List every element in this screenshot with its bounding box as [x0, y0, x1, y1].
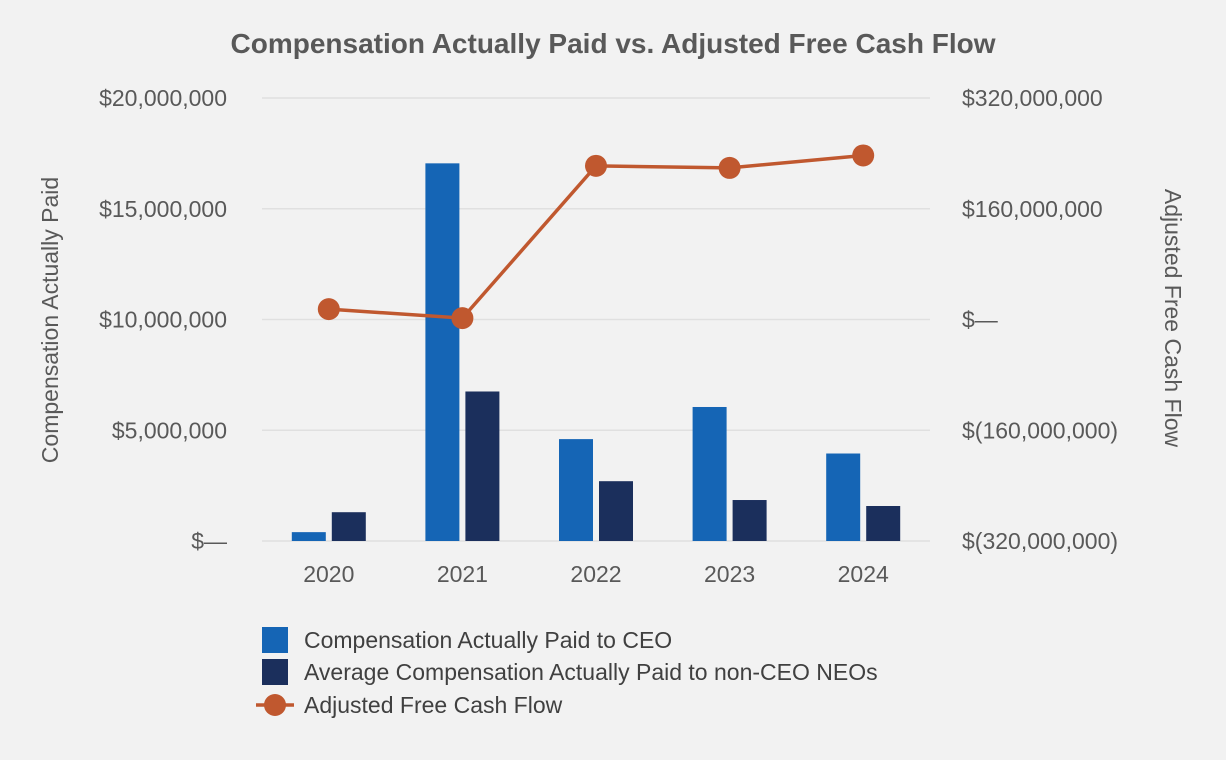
left-tick-label: $— — [191, 528, 227, 554]
line-point — [718, 156, 741, 179]
left-tick-label: $20,000,000 — [99, 85, 227, 111]
line-point — [317, 298, 340, 321]
right-tick-label: $— — [962, 307, 998, 333]
bar-neo-average — [732, 500, 767, 541]
left-tick-label: $10,000,000 — [99, 307, 227, 333]
x-tick-label: 2021 — [437, 561, 488, 587]
x-tick-label: 2020 — [303, 561, 354, 587]
legend-label: Compensation Actually Paid to CEO — [304, 627, 672, 653]
right-tick-label: $160,000,000 — [962, 196, 1103, 222]
line-path — [328, 153, 864, 320]
chart-title: Compensation Actually Paid vs. Adjusted … — [231, 28, 996, 59]
bar-neo-average — [866, 506, 901, 541]
bar-ceo — [291, 532, 326, 541]
right-tick-label: $320,000,000 — [962, 85, 1103, 111]
legend-marker — [264, 694, 286, 716]
bar-ceo — [826, 453, 861, 541]
left-tick-label: $15,000,000 — [99, 196, 227, 222]
left-axis: $— $5,000,000 $10,000,000 $15,000,000 $20,00… — [99, 85, 227, 554]
gridlines — [262, 97, 930, 542]
bar-ceo — [559, 439, 593, 541]
bar-neo-average — [465, 391, 500, 541]
right-axis-title: Adjusted Free Cash Flow — [1160, 189, 1186, 448]
left-tick-label: $5,000,000 — [112, 417, 227, 443]
legend-swatch — [262, 659, 288, 685]
bar-neo-average — [599, 481, 633, 541]
x-tick-label: 2024 — [838, 561, 889, 587]
legend-label: Average Compensation Actually Paid to no… — [304, 659, 878, 685]
x-tick-label: 2022 — [570, 561, 621, 587]
right-tick-label: $(160,000,000) — [962, 417, 1118, 443]
legend-swatch — [262, 627, 288, 653]
legend: Compensation Actually Paid to CEO Average… — [256, 627, 878, 718]
bars — [291, 163, 901, 541]
line-point — [585, 154, 607, 177]
bar-neo-average — [331, 512, 366, 541]
legend-label: Adjusted Free Cash Flow — [304, 692, 563, 718]
line-point — [451, 307, 474, 330]
line-point — [852, 144, 875, 167]
x-tick-label: 2023 — [704, 561, 755, 587]
right-tick-label: $(320,000,000) — [962, 528, 1118, 554]
bar-ceo — [425, 163, 460, 541]
right-axis: $(320,000,000) $(160,000,000) $— $160,000,0… — [962, 85, 1118, 554]
x-axis: 2020 2021 2022 2023 2024 — [303, 561, 889, 587]
line-series — [317, 144, 875, 330]
left-axis-title: Compensation Actually Paid — [37, 177, 63, 463]
bar-ceo — [692, 406, 727, 541]
